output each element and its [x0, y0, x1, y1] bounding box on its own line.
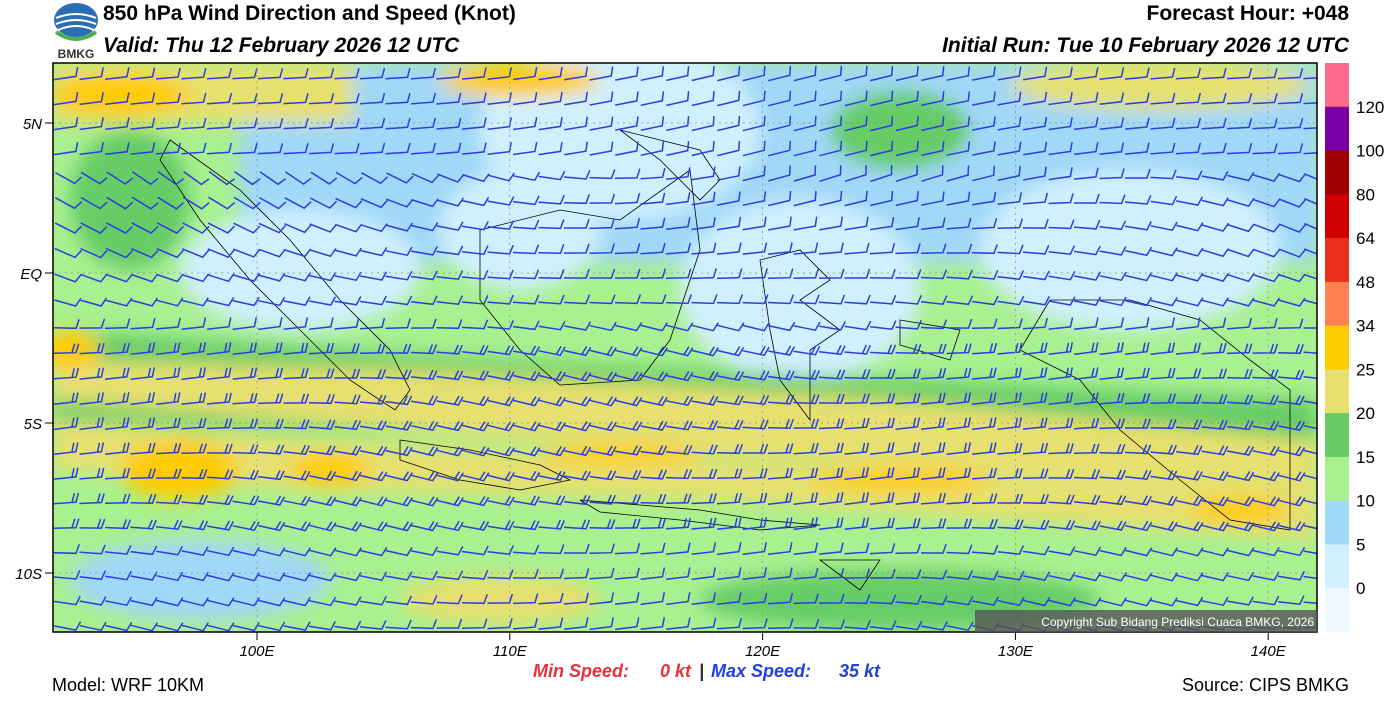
min-speed-value: 0 kt	[660, 661, 692, 681]
colorbar-bin	[1325, 369, 1349, 414]
colorbar-label: 100	[1356, 142, 1384, 161]
colorbar-label: 34	[1356, 317, 1375, 336]
colorbar-bin	[1325, 325, 1349, 370]
logo-text: BMKG	[58, 47, 95, 61]
lon-label: 120E	[745, 643, 781, 660]
max-speed-label: Max Speed:	[711, 661, 811, 681]
colorbar-label: 48	[1356, 273, 1375, 292]
colorbar-bin	[1325, 63, 1349, 108]
lat-label: 5S	[24, 416, 42, 433]
wind-barbs	[53, 65, 1317, 632]
speed-field	[53, 63, 1317, 630]
lat-label: 10S	[15, 566, 42, 583]
lon-label: 140E	[1251, 643, 1287, 660]
copyright-box	[975, 610, 1317, 632]
source: Source: CIPS BMKG	[1182, 675, 1349, 695]
colorbar-bin	[1325, 281, 1349, 327]
model: Model: WRF 10KM	[52, 675, 204, 695]
colorbar-bin	[1325, 106, 1349, 152]
colorbar-label: 10	[1356, 492, 1375, 511]
colorbar-bin	[1325, 150, 1349, 195]
colorbar-label: 64	[1356, 229, 1375, 248]
colorbar-bin	[1325, 194, 1349, 239]
coastlines	[159, 129, 1291, 591]
map-area	[53, 63, 1317, 632]
axes: 5N EQ 5S 10S 100E 110E 120E 130E 140E	[15, 116, 1286, 660]
colorbar-label: 25	[1356, 360, 1375, 379]
logo: BMKG	[54, 3, 98, 61]
colorbar-bin	[1325, 456, 1349, 502]
title: 850 hPa Wind Direction and Speed (Knot)	[103, 2, 516, 25]
colorbar: 120 100 80 64 48 34 25 20 15 10 5 0	[1325, 63, 1384, 633]
wind-barb	[53, 65, 1317, 632]
graticule	[53, 63, 1317, 632]
colorbar-bin	[1325, 238, 1349, 283]
initial-run: Initial Run: Tue 10 February 2026 12 UTC	[942, 34, 1350, 57]
map-frame	[52, 62, 1318, 633]
lon-label: 100E	[239, 643, 275, 660]
max-speed-value: 35 kt	[839, 661, 881, 681]
lon-label: 110E	[493, 643, 528, 660]
min-speed-label: Min Speed:	[533, 661, 629, 681]
valid-time: Valid: Thu 12 February 2026 12 UTC	[103, 34, 460, 57]
lat-label: 5N	[23, 116, 42, 133]
colorbar-bin	[1325, 544, 1349, 589]
copyright: Copyright Sub Bidang Prediksi Cuaca BMKG…	[1041, 615, 1314, 629]
colorbar-label: 15	[1356, 448, 1375, 467]
colorbar-label: 5	[1356, 535, 1365, 554]
colorbar-label: 80	[1356, 185, 1375, 204]
colorbar-bin	[1325, 500, 1349, 545]
colorbar-label: 0	[1356, 579, 1365, 598]
colorbar-bin	[1325, 413, 1349, 458]
colorbar-label: 120	[1356, 98, 1384, 117]
lon-label: 130E	[998, 643, 1034, 660]
colorbar-label: 20	[1356, 404, 1375, 423]
colorbar-bin	[1325, 588, 1349, 633]
lat-label: EQ	[20, 266, 42, 283]
forecast-hour: Forecast Hour: +048	[1147, 2, 1350, 25]
separator: |	[699, 661, 704, 681]
